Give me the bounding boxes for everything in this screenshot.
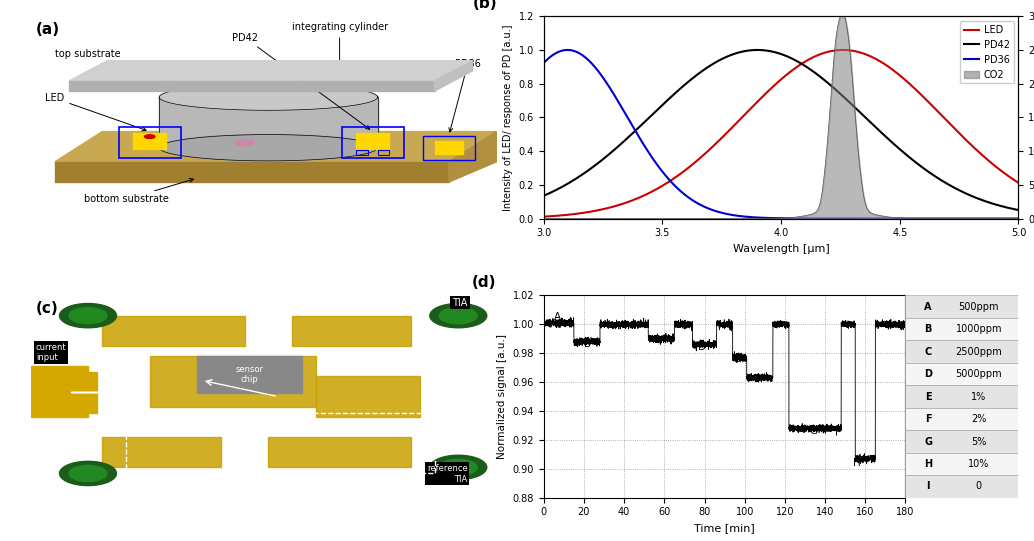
Text: H: H [853, 458, 861, 468]
Bar [150, 356, 315, 407]
Bar [906, 475, 1018, 498]
Bar [906, 363, 1018, 385]
Text: 5000ppm: 5000ppm [955, 369, 1002, 379]
Bar [906, 318, 1018, 340]
Text: 500ppm: 500ppm [959, 302, 999, 312]
Text: A: A [554, 312, 560, 322]
Text: G: G [924, 437, 932, 446]
Ellipse shape [430, 455, 487, 479]
Text: integrating cylinder: integrating cylinder [292, 22, 388, 89]
Legend: LED, PD42, PD36, CO2: LED, PD42, PD36, CO2 [961, 21, 1013, 83]
Bar [906, 385, 1018, 408]
Ellipse shape [159, 84, 377, 110]
Bar [434, 141, 463, 154]
Bar [906, 295, 1018, 318]
Polygon shape [449, 131, 496, 182]
Bar [126, 413, 434, 473]
Polygon shape [55, 131, 496, 162]
Text: G: G [809, 426, 817, 436]
Text: 1000ppm: 1000ppm [955, 324, 1002, 334]
Ellipse shape [439, 307, 478, 324]
Bar [906, 453, 1018, 475]
Text: C: C [924, 347, 932, 357]
Bar [26, 372, 97, 413]
Bar [102, 437, 221, 467]
Ellipse shape [60, 304, 117, 328]
Bar [269, 437, 410, 467]
Text: (b): (b) [473, 0, 497, 11]
Text: TIA: TIA [453, 298, 467, 307]
Polygon shape [55, 162, 449, 182]
Text: C: C [652, 335, 660, 345]
Bar [906, 430, 1018, 453]
Text: (d): (d) [472, 275, 496, 291]
Text: 2500ppm: 2500ppm [955, 347, 1002, 357]
Bar [119, 128, 181, 158]
Ellipse shape [439, 459, 478, 476]
Text: I: I [926, 481, 930, 491]
Bar [377, 150, 390, 155]
Text: B: B [584, 339, 591, 349]
Text: 0: 0 [976, 481, 982, 491]
Text: bottom substrate: bottom substrate [84, 179, 193, 204]
Text: A: A [924, 302, 932, 312]
Bar [102, 315, 245, 346]
Bar [357, 150, 368, 155]
Text: PD42: PD42 [232, 32, 370, 129]
Y-axis label: Normalized signal [a.u.]: Normalized signal [a.u.] [497, 334, 507, 459]
Text: sensor
chip: sensor chip [236, 365, 264, 384]
Ellipse shape [69, 307, 107, 324]
Bar [315, 377, 420, 417]
X-axis label: Time [min]: Time [min] [694, 523, 755, 533]
Ellipse shape [60, 461, 117, 486]
Bar [906, 340, 1018, 363]
Text: current
input: current input [36, 343, 66, 362]
Ellipse shape [235, 140, 254, 146]
Text: (c): (c) [36, 301, 59, 316]
Polygon shape [69, 81, 434, 91]
Bar [342, 128, 403, 158]
Bar [31, 366, 88, 417]
Bar [293, 315, 410, 346]
Bar [357, 133, 390, 149]
Ellipse shape [159, 135, 377, 161]
Bar [906, 408, 1018, 430]
Text: F: F [924, 414, 932, 424]
Bar [197, 356, 302, 393]
Bar [423, 136, 475, 160]
Y-axis label: Intensity of LED/ response of PD [a.u.]: Intensity of LED/ response of PD [a.u.] [504, 24, 513, 210]
Ellipse shape [69, 465, 107, 481]
Polygon shape [69, 61, 473, 81]
Text: I: I [889, 321, 892, 331]
Ellipse shape [430, 304, 487, 328]
Text: top substrate: top substrate [55, 49, 170, 81]
Bar [133, 133, 166, 149]
X-axis label: Wavelength [μm]: Wavelength [μm] [733, 244, 829, 254]
Text: (a): (a) [36, 22, 60, 37]
Text: 1%: 1% [971, 392, 986, 401]
Text: E: E [734, 354, 741, 364]
Text: F: F [755, 374, 761, 384]
Text: LED: LED [45, 93, 146, 131]
Text: B: B [924, 324, 932, 334]
Text: 10%: 10% [968, 459, 990, 469]
Text: D: D [699, 341, 706, 352]
Polygon shape [434, 61, 473, 91]
Text: E: E [924, 392, 932, 401]
Ellipse shape [145, 135, 155, 138]
Text: reference
TIA: reference TIA [427, 464, 467, 484]
Text: PD36: PD36 [449, 59, 481, 132]
Text: H: H [924, 459, 932, 469]
Text: 2%: 2% [971, 414, 986, 424]
Text: 5%: 5% [971, 437, 986, 446]
Text: D: D [924, 369, 932, 379]
